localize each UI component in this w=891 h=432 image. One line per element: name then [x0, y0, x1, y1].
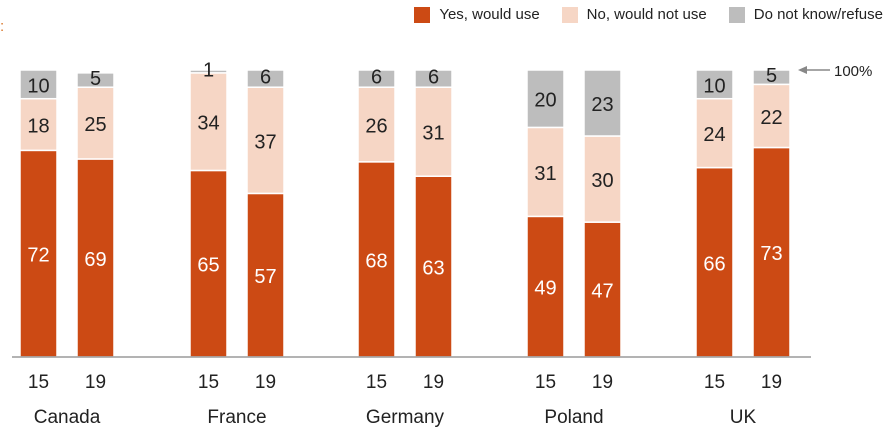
bar-value-label: 6: [371, 67, 382, 89]
legend-label-dk: Do not know/refuse: [753, 6, 883, 23]
bar-value-label: 5: [90, 68, 101, 90]
bar-value-label: 72: [27, 245, 49, 267]
annotation-text: 100%: [834, 63, 872, 80]
bar-segment-dk: [189, 69, 228, 74]
bar-value-label: 22: [760, 107, 782, 129]
corner-mark: :: [0, 18, 5, 35]
legend-label-no: No, would not use: [586, 6, 707, 23]
bar-segment-dk: [526, 69, 565, 129]
legend-swatch-yes: [414, 6, 431, 23]
legend-item-yes: Yes, would use: [414, 6, 540, 23]
bar-value-label: 68: [365, 250, 387, 272]
bar-segment-no: [19, 97, 58, 152]
bar-segment-dk: [414, 69, 453, 88]
bar-segment-dk: [695, 69, 734, 100]
bar-value-label: 37: [254, 131, 276, 153]
bar-segment-yes: [357, 161, 396, 358]
x-tick-label-year: 19: [423, 372, 444, 393]
x-tick-label-year: 19: [255, 372, 276, 393]
bar-value-label: 26: [365, 116, 387, 138]
x-group-label: Germany: [366, 407, 445, 428]
bar-segment-no: [752, 83, 791, 149]
bar-segment-dk: [752, 69, 791, 86]
bar-value-label: 5: [766, 65, 777, 87]
bar-segment-dk: [357, 69, 396, 88]
bar-value-label: 34: [197, 113, 219, 135]
x-tick-label-year: 15: [704, 372, 725, 393]
bar-segment-yes: [583, 221, 622, 358]
legend-label-yes: Yes, would use: [439, 6, 540, 23]
bar-segment-no: [189, 72, 228, 172]
bar-value-label: 1: [203, 59, 214, 81]
bar-value-label: 24: [703, 124, 725, 146]
legend-item-no: No, would not use: [561, 6, 707, 23]
x-group-label: France: [207, 407, 266, 428]
x-tick-label-year: 15: [198, 372, 219, 393]
bar-segment-yes: [246, 192, 285, 358]
x-tick-label-year: 19: [761, 372, 782, 393]
x-tick-label-year: 19: [85, 372, 106, 393]
bar-value-label: 49: [534, 278, 556, 300]
bar-value-label: 73: [760, 243, 782, 265]
bar-segment-yes: [76, 158, 115, 358]
bar-value-label: 30: [591, 170, 613, 192]
bar-segment-dk: [246, 69, 285, 88]
annotation-100: 100%: [798, 63, 872, 80]
x-axis-labels: 15 19 Canada 15 19 France 15 19 Germany 15 19 Polan…: [28, 372, 782, 428]
bar-value-label: 65: [197, 255, 219, 277]
bars-layer: 72 18 10 69 25 5 65 34 1 57 37 6 68 26 6 63 31 6 49 31 20 47 3…: [19, 59, 791, 358]
x-tick-label-year: 19: [592, 372, 613, 393]
legend-swatch-no: [561, 6, 578, 23]
bar-value-label: 31: [534, 163, 556, 185]
bar-segment-dk: [583, 69, 622, 137]
bar-value-label: 25: [84, 114, 106, 136]
x-group-label: Canada: [34, 407, 101, 428]
bar-value-label: 47: [591, 281, 613, 303]
legend-item-dk: Do not know/refuse: [728, 6, 883, 23]
bar-segment-yes: [695, 166, 734, 358]
x-group-label: Poland: [544, 407, 603, 428]
bar-value-label: 69: [84, 249, 106, 271]
bar-segment-no: [526, 126, 565, 218]
bar-segment-dk: [76, 72, 115, 88]
x-tick-label-year: 15: [28, 372, 49, 393]
bar-value-label: 18: [27, 116, 49, 138]
bar-value-label: 6: [428, 67, 439, 89]
annotation-arrow-head: [798, 66, 807, 74]
bar-value-label: 31: [422, 123, 444, 145]
bar-value-label: 10: [703, 75, 725, 97]
x-group-label: UK: [730, 407, 757, 428]
bar-value-label: 10: [27, 75, 49, 97]
bar-segment-no: [357, 86, 396, 163]
bar-segment-no: [76, 86, 115, 160]
bar-segment-yes: [19, 149, 58, 358]
x-tick-label-year: 15: [366, 372, 387, 393]
bar-value-label: 20: [534, 90, 556, 112]
legend: Yes, would use No, would not use Do not …: [414, 6, 883, 23]
x-tick-label-year: 15: [535, 372, 556, 393]
bar-value-label: 23: [591, 94, 613, 116]
bar-value-label: 66: [703, 253, 725, 275]
bar-value-label: 57: [254, 266, 276, 288]
bar-segment-dk: [19, 69, 58, 100]
bar-value-label: 63: [422, 258, 444, 280]
bar-value-label: 6: [260, 67, 271, 89]
legend-swatch-dk: [728, 6, 745, 23]
